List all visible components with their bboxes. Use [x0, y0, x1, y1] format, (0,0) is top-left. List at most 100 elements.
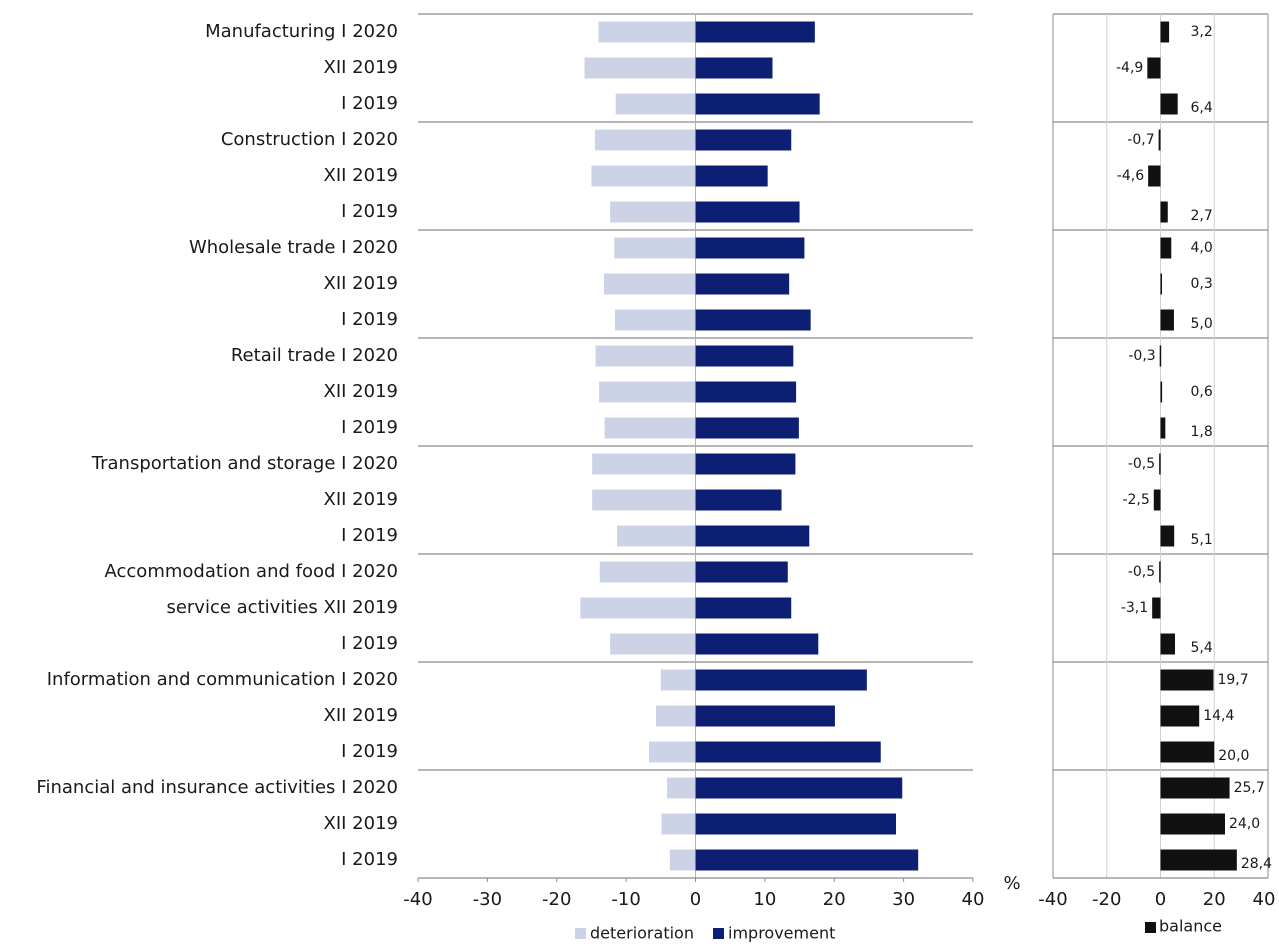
balance-data-label: -0,7: [1127, 132, 1154, 148]
balance-bar: [1160, 21, 1170, 43]
balance-bar: [1160, 849, 1237, 871]
x-tick-label: 0: [690, 889, 701, 910]
category-label: I 2019: [341, 417, 398, 438]
category-label: Information and communication I 2020: [47, 669, 398, 690]
category-label: I 2019: [341, 741, 398, 762]
balance-bar: [1160, 525, 1175, 547]
deterioration-bar: [615, 309, 696, 331]
deterioration-legend-label: deterioration: [590, 924, 694, 943]
balance-data-label: 24,0: [1229, 816, 1260, 832]
deterioration-bar: [591, 165, 696, 187]
deterioration-bar: [594, 129, 696, 151]
improvement-bar: [695, 597, 792, 619]
improvement-legend-swatch: [713, 928, 724, 939]
balance-data-label: 2,7: [1191, 208, 1213, 224]
improvement-bar: [695, 129, 792, 151]
x-tick-label: -20: [1092, 889, 1121, 910]
balance-bar: [1160, 813, 1225, 835]
balance-bar: [1153, 489, 1161, 511]
deterioration-bar: [667, 777, 696, 799]
category-label: Manufacturing I 2020: [205, 21, 398, 42]
balance-data-label: 25,7: [1234, 780, 1265, 796]
balance-data-label: 5,1: [1191, 532, 1213, 548]
balance-bar: [1160, 309, 1174, 331]
balance-data-label: 0,6: [1191, 384, 1213, 400]
right-panel-bars: [1147, 21, 1237, 871]
balance-bar: [1160, 417, 1166, 439]
deterioration-bar: [610, 633, 696, 655]
balance-bar: [1160, 705, 1200, 727]
balance-data-label: 19,7: [1217, 672, 1248, 688]
improvement-bar: [695, 93, 820, 115]
balance-data-label: -4,6: [1117, 168, 1144, 184]
balance-data-label: -4,9: [1116, 60, 1143, 76]
balance-bar: [1160, 273, 1162, 295]
deterioration-bar: [592, 489, 696, 511]
balance-bar: [1148, 165, 1161, 187]
deterioration-bar: [604, 417, 696, 439]
balance-bar: [1159, 453, 1161, 475]
deterioration-bar: [614, 237, 696, 259]
x-tick-label: 20: [1203, 889, 1226, 910]
category-label: XII 2019: [324, 705, 398, 726]
balance-data-label: -0,5: [1128, 564, 1155, 580]
balance-bar: [1147, 57, 1161, 79]
x-tick-label: -20: [542, 889, 571, 910]
x-tick-label: -10: [611, 889, 640, 910]
x-tick-label: 30: [892, 889, 915, 910]
x-tick-label: -40: [403, 889, 432, 910]
balance-bar: [1160, 381, 1163, 403]
deterioration-bar: [603, 273, 696, 295]
legend-right: balance: [1145, 917, 1222, 936]
improvement-bar: [695, 345, 794, 367]
category-label: XII 2019: [324, 489, 398, 510]
x-tick-label: 10: [753, 889, 776, 910]
category-label: Accommodation and food I 2020: [105, 561, 398, 582]
x-tick-label: 40: [962, 889, 985, 910]
improvement-bar: [695, 21, 815, 43]
balance-data-label: 1,8: [1191, 424, 1213, 440]
balance-data-label: 5,4: [1191, 640, 1213, 656]
category-label: XII 2019: [324, 381, 398, 402]
category-label: I 2019: [341, 309, 398, 330]
improvement-bar: [695, 777, 903, 799]
balance-data-label: -3,1: [1121, 600, 1148, 616]
balance-data-label: 4,0: [1191, 240, 1213, 256]
balance-bar: [1160, 237, 1172, 259]
improvement-bar: [695, 741, 881, 763]
right-panel-grid: [1052, 13, 1269, 878]
balance-data-label: -0,5: [1128, 456, 1155, 472]
x-tick-label: -40: [1038, 889, 1067, 910]
legend-left: deterioration improvement: [575, 924, 835, 943]
balance-bar: [1160, 741, 1215, 763]
balance-data-label: 6,4: [1191, 100, 1213, 116]
deterioration-bar: [584, 57, 696, 79]
balance-bar: [1158, 129, 1161, 151]
improvement-bar: [695, 273, 790, 295]
improvement-bar: [695, 489, 782, 511]
category-label: Retail trade I 2020: [231, 345, 398, 366]
balance-data-label: 20,0: [1218, 748, 1249, 764]
x-tick-label: 40: [1253, 889, 1276, 910]
category-label: Wholesale trade I 2020: [189, 237, 398, 258]
balance-data-label: -2,5: [1122, 492, 1149, 508]
deterioration-bar: [580, 597, 696, 619]
improvement-legend-label: improvement: [728, 924, 835, 943]
left-panel-grid: [418, 13, 973, 878]
balance-bar: [1160, 777, 1230, 799]
x-tick-label: -30: [473, 889, 502, 910]
left-panel-bars: [580, 21, 919, 871]
deterioration-bar: [599, 381, 696, 403]
deterioration-bar: [595, 345, 696, 367]
improvement-bar: [695, 561, 788, 583]
category-label: I 2019: [341, 201, 398, 222]
balance-bar: [1160, 669, 1214, 691]
balance-data-label: 0,3: [1191, 276, 1213, 292]
improvement-bar: [695, 525, 810, 547]
deterioration-bar: [599, 561, 696, 583]
improvement-bar: [695, 813, 896, 835]
category-labels: Manufacturing I 2020 XII 2019 I 2019 Constr…: [36, 21, 398, 870]
deterioration-bar: [661, 813, 696, 835]
deterioration-bar: [649, 741, 696, 763]
category-label: I 2019: [341, 93, 398, 114]
